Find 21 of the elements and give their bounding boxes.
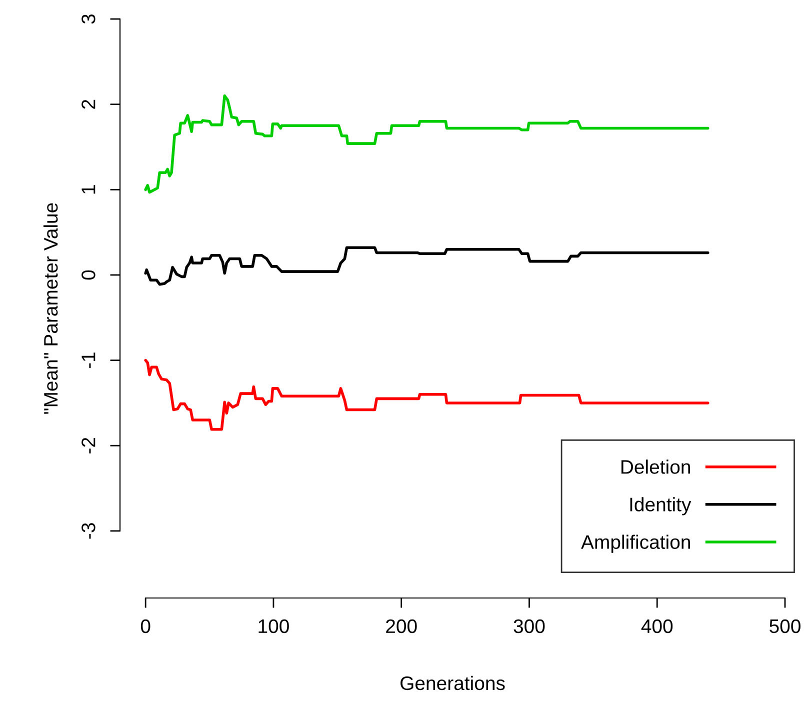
y-tick-label: 2: [82, 100, 96, 109]
x-tick-label: 500: [770, 619, 800, 634]
y-tick-label: -3: [82, 523, 96, 539]
y-tick-label: -2: [82, 438, 96, 454]
line-series: [144, 246, 710, 286]
line-series: [144, 358, 710, 431]
x-tick-label: 400: [641, 619, 673, 634]
y-tick-label: 3: [82, 14, 96, 24]
x-tick-label: 300: [514, 619, 545, 634]
legend-label: Amplification: [581, 534, 690, 553]
y-tick-label: 1: [82, 185, 96, 194]
y-tick-label: 0: [82, 270, 96, 280]
x-tick-label: 0: [140, 619, 150, 634]
legend-label: Identity: [630, 497, 692, 516]
x-tick-label: 100: [258, 619, 289, 634]
x-axis-title: Generations: [400, 676, 505, 690]
line-series: [144, 94, 710, 194]
y-tick-label: -1: [82, 352, 96, 368]
x-tick-label: 200: [386, 619, 417, 634]
legend-label: Deletion: [621, 460, 690, 474]
y-axis-title: "Mean" Parameter Value: [43, 203, 58, 414]
